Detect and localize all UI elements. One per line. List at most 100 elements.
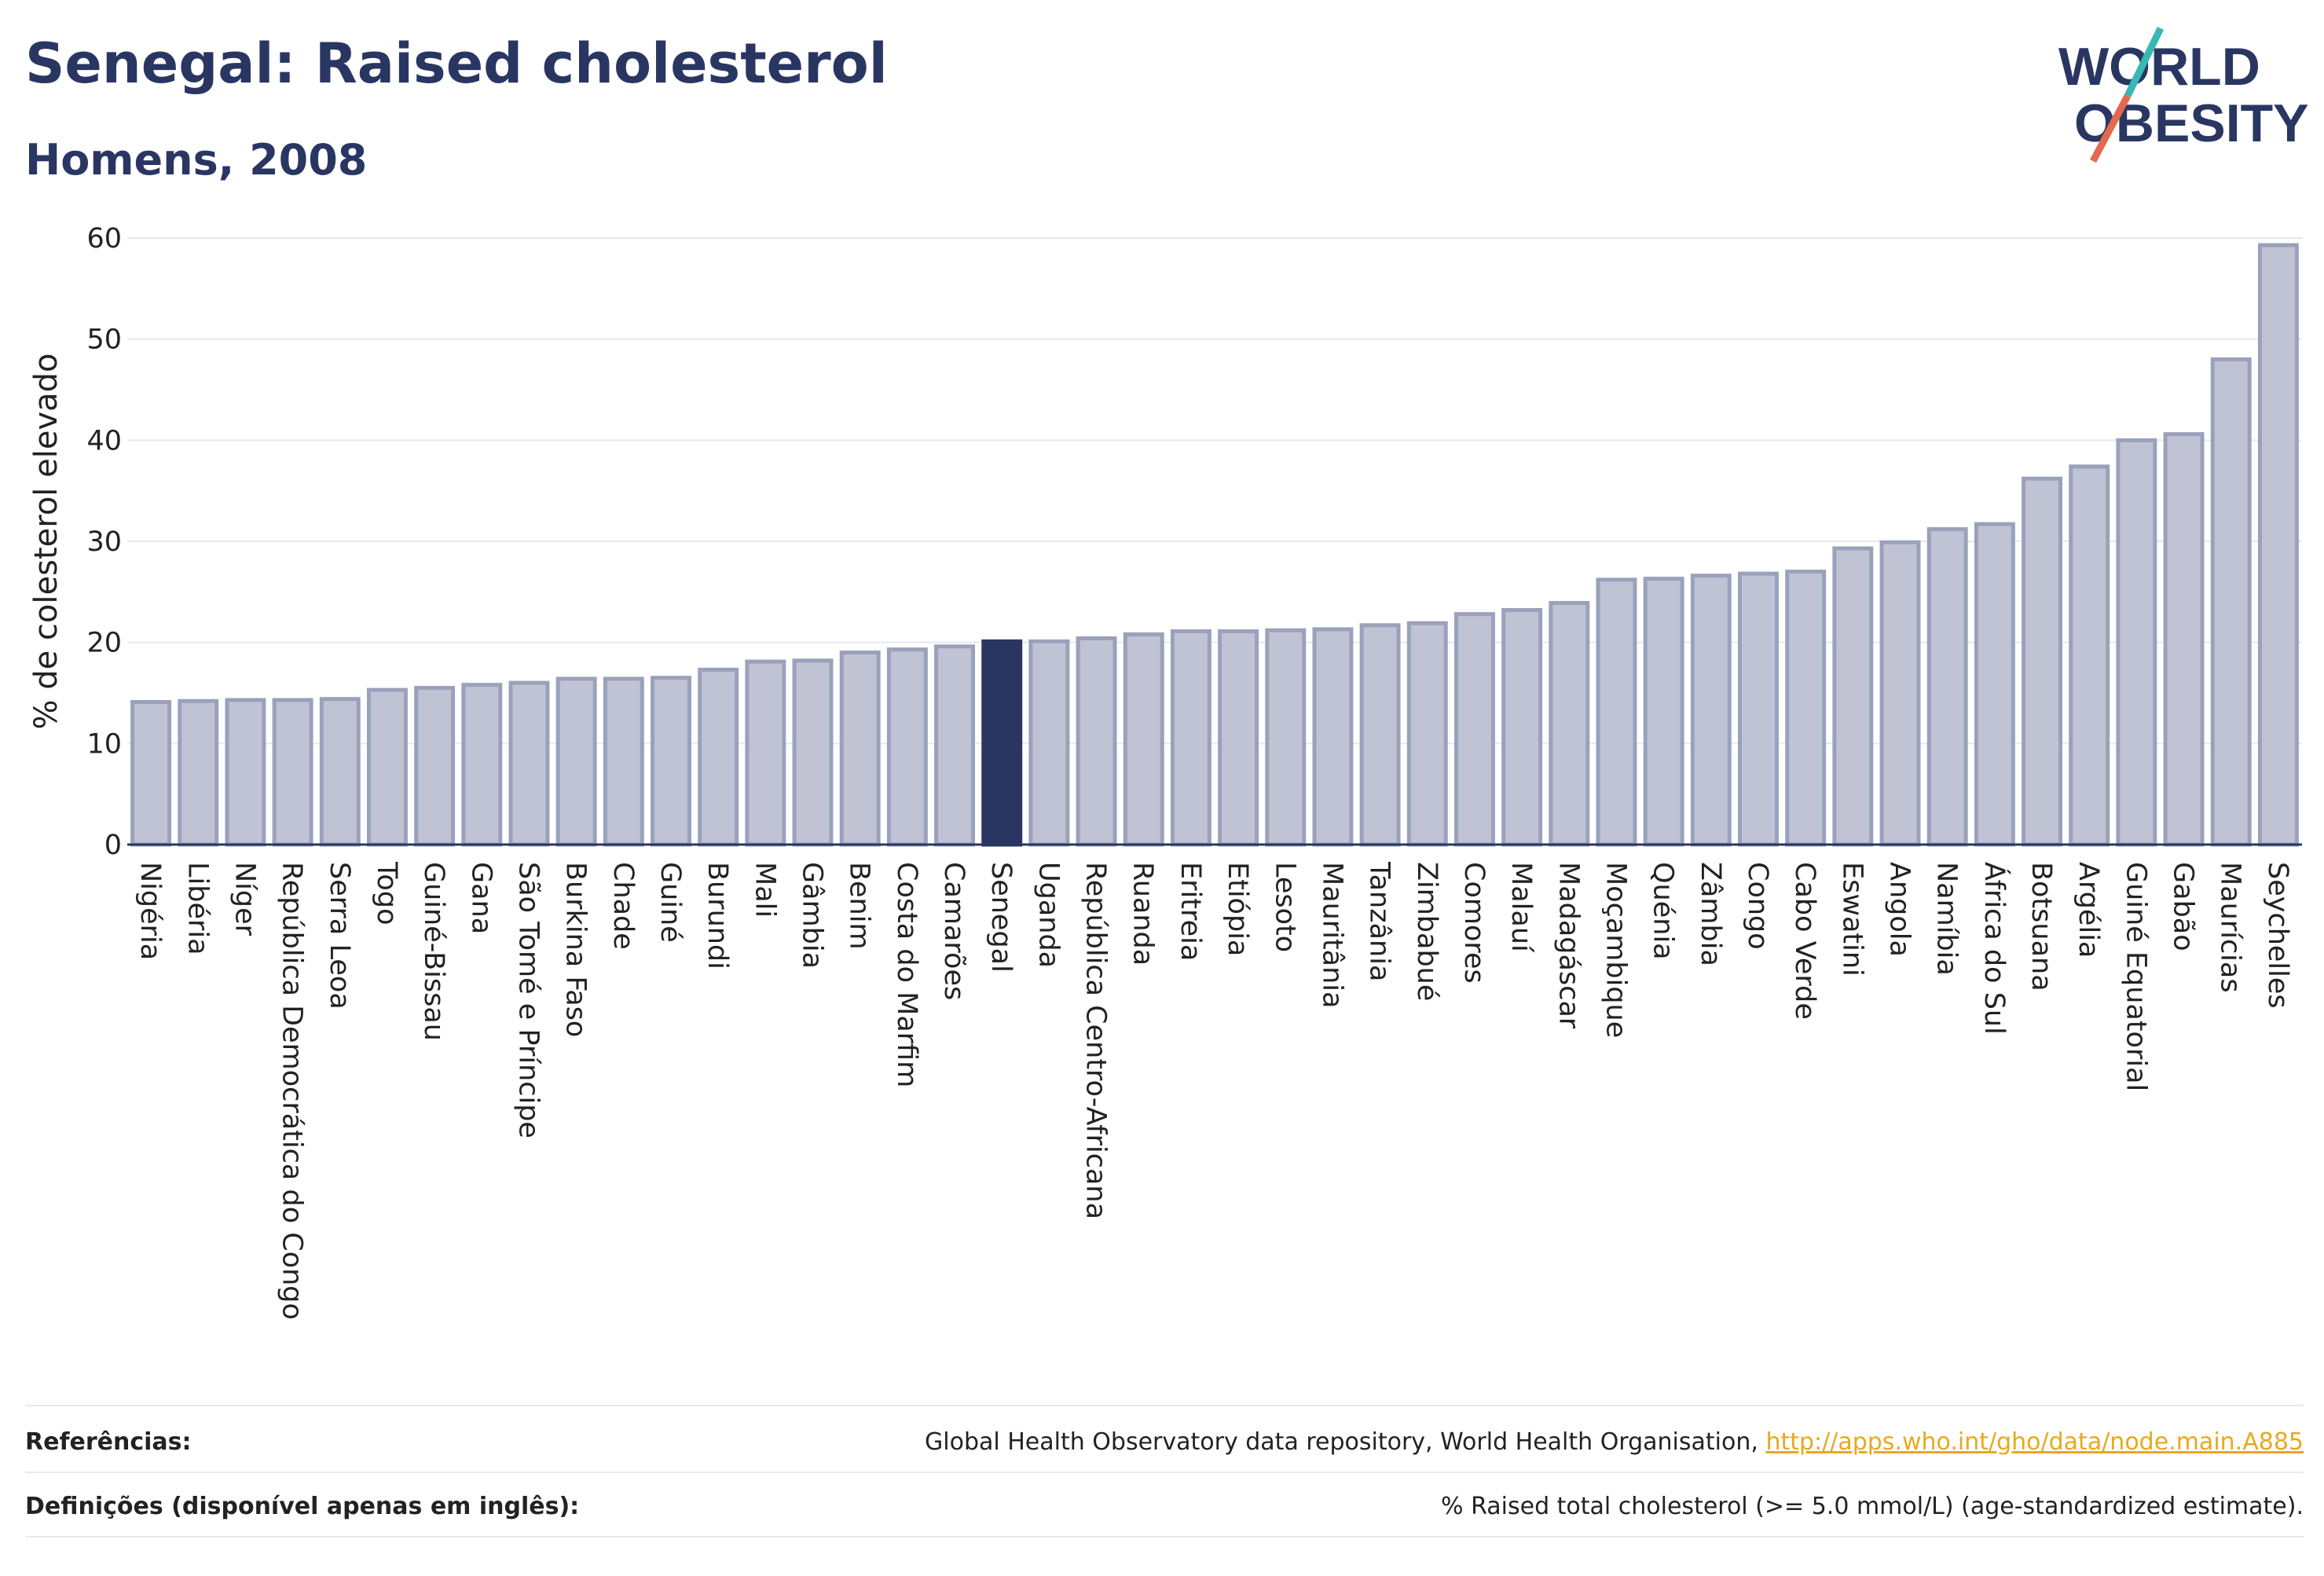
x-tick-label: Guiné-Bissau: [418, 862, 449, 1041]
bar: [1265, 628, 1307, 847]
bar: [555, 676, 597, 847]
x-tick-label: Senegal: [985, 862, 1017, 973]
x-tick-label: São Tomé e Príncipe: [512, 862, 544, 1138]
bar: [2163, 432, 2205, 847]
bar: [1028, 639, 1070, 847]
x-tick-label: Tanzânia: [1364, 861, 1395, 981]
footer-divider-mid: [25, 1472, 2304, 1473]
y-tick-label: 30: [86, 526, 122, 558]
x-tick-label: Zimbabué: [1411, 862, 1442, 1001]
definitions-value: % Raised total cholesterol (>= 5.0 mmol/…: [1441, 1492, 2304, 1520]
bar: [508, 680, 550, 847]
bar: [461, 683, 503, 847]
definitions-label: Definições (disponível apenas em inglês)…: [25, 1492, 580, 1520]
bar: [839, 651, 881, 847]
x-axis-labels: Nigéria Libéria Níger República Democrática…: [134, 861, 2293, 1320]
bar: [2257, 243, 2299, 847]
y-tick-label: 20: [86, 628, 122, 659]
references-label: Referências:: [25, 1428, 192, 1456]
y-axis-label: % de colesterol elevado: [28, 353, 64, 729]
x-tick-label: Namíbia: [1931, 862, 1963, 976]
x-tick-label: Uganda: [1032, 862, 1064, 968]
bar: [886, 647, 928, 847]
bar: [414, 686, 456, 847]
x-tick-label: Malauí: [1505, 862, 1537, 953]
chart-subtitle: Homens, 2008: [25, 135, 368, 185]
bar: [2069, 464, 2110, 847]
bar: [1738, 571, 1779, 847]
bar: [745, 659, 786, 847]
bar-chart: 0 10 20 30 40 50 60 Nigéria Libéria Níger Repúbli…: [28, 223, 2302, 1320]
x-tick-label: Nigéria: [134, 862, 166, 960]
x-tick-label: Angola: [1884, 862, 1915, 957]
x-tick-label: Madagáscar: [1552, 862, 1584, 1029]
x-tick-label: Chade: [607, 862, 639, 950]
bar: [2022, 476, 2063, 847]
bar: [1643, 577, 1684, 847]
x-tick-label: Quénia: [1648, 862, 1679, 960]
references-value: Global Health Observatory data repositor…: [925, 1428, 2304, 1456]
bar: [1785, 570, 1827, 847]
bar-highlight: [981, 639, 1023, 847]
bar: [1312, 627, 1354, 847]
x-tick-label: Moçambique: [1600, 862, 1631, 1038]
bar: [1218, 629, 1259, 847]
bar: [1879, 540, 1921, 847]
references-link[interactable]: http://apps.who.int/gho/data/node.main.A…: [1765, 1428, 2304, 1456]
x-tick-label: África do Sul: [1978, 862, 2011, 1035]
bar: [1170, 629, 1211, 847]
bar: [1501, 607, 1543, 847]
bar: [1453, 612, 1495, 847]
x-tick-label: Burkina Faso: [560, 862, 592, 1037]
x-tick-label: Gana: [465, 862, 497, 934]
x-tick-label: Libéria: [181, 862, 213, 955]
bar: [2116, 438, 2157, 847]
bar: [1596, 577, 1637, 847]
logo-word-1: WORLD: [2058, 37, 2260, 97]
bar: [651, 676, 691, 847]
x-tick-label: República Democrática do Congo: [277, 862, 308, 1320]
bar: [1832, 546, 1874, 847]
references-text: Global Health Observatory data repositor…: [925, 1428, 1766, 1456]
bar: [178, 698, 219, 847]
x-tick-label: Maurícias: [2215, 862, 2246, 993]
footer-divider-bottom: [25, 1536, 2304, 1538]
x-tick-label: Eritreia: [1175, 862, 1206, 961]
x-tick-label: Mali: [749, 862, 780, 918]
y-axis-ticks: 0 10 20 30 40 50 60: [86, 223, 122, 861]
bar: [603, 676, 644, 847]
x-tick-label: Costa do Marfim: [891, 862, 922, 1087]
x-tick-label: Zâmbia: [1695, 862, 1726, 966]
footer-divider-top: [25, 1405, 2304, 1406]
footer-definitions: Definições (disponível apenas em inglês)…: [25, 1475, 2304, 1538]
x-tick-label: Etiópia: [1222, 862, 1253, 956]
bar: [130, 700, 172, 847]
logo-accent-teal: [2124, 27, 2165, 97]
x-tick-label: Guiné: [654, 862, 686, 943]
y-tick-label: 0: [104, 830, 122, 861]
bar: [792, 658, 834, 847]
bar: [272, 698, 313, 847]
x-tick-label: Guiné Equatorial: [2120, 862, 2151, 1091]
bar: [319, 697, 361, 847]
x-tick-label: Comores: [1458, 862, 1490, 984]
x-tick-label: Togo: [371, 861, 402, 925]
bar: [1549, 600, 1590, 847]
bar: [2210, 357, 2252, 847]
bar: [1123, 632, 1164, 847]
bar: [1690, 574, 1732, 847]
bar: [1406, 621, 1448, 847]
x-tick-label: Botsuana: [2025, 862, 2057, 991]
bar: [225, 698, 266, 847]
x-tick-label: Camarões: [938, 862, 970, 1000]
x-tick-label: Eswatini: [1836, 862, 1868, 977]
y-tick-label: 40: [86, 425, 122, 456]
logo-accent-orange: [2090, 93, 2131, 163]
x-tick-label: Gabão: [2168, 862, 2199, 951]
x-tick-label: Burundi: [702, 862, 733, 969]
chart-title: Senegal: Raised cholesterol: [25, 31, 888, 96]
footer-references: Referências: Global Health Observatory d…: [25, 1410, 2304, 1473]
bars: [130, 243, 2299, 847]
y-tick-label: 60: [86, 223, 122, 255]
bar: [366, 687, 408, 847]
